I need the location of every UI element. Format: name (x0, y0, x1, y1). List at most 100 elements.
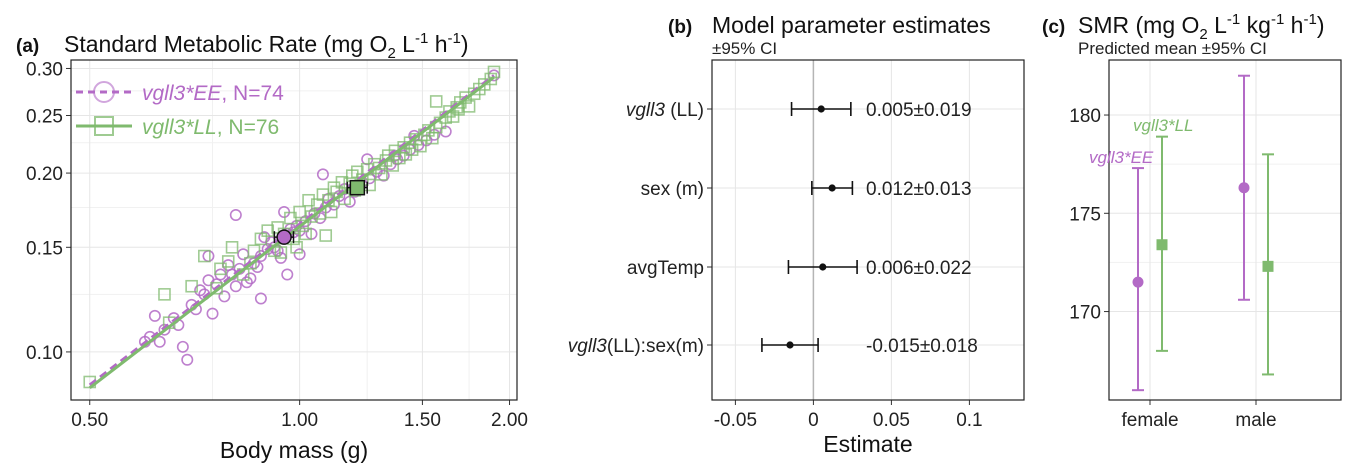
data-point-ll (198, 249, 211, 263)
data-point-ee (194, 284, 207, 297)
mean-point-ll (1156, 239, 1168, 251)
estimate-point (819, 263, 827, 271)
legend-entry-ll: vgll3*LL, N=76 (76, 116, 279, 139)
data-point-ll (290, 241, 303, 254)
data-point-ee (240, 276, 253, 289)
data-point-ll (254, 232, 268, 246)
data-point-ll (244, 256, 257, 270)
data-point-ll (214, 262, 227, 276)
data-point-ee (377, 169, 390, 182)
data-point-ee (293, 248, 306, 261)
x-tick-label: 0.05 (873, 410, 910, 431)
estimate-text: -0.015±0.018 (866, 336, 978, 357)
data-point-ll (459, 91, 472, 104)
data-point-ee (158, 323, 171, 336)
data-point-ll (158, 288, 171, 301)
mean-point-ee (276, 229, 292, 245)
data-point-ll (299, 227, 312, 241)
panel-c-annot-ll: vgll3*LL (1133, 116, 1194, 135)
panel-a: (a) Standard Metabolic Rate (mg O2 L-1 h… (16, 30, 528, 463)
estimate-text: 0.012±0.013 (866, 179, 972, 200)
data-point-ee (229, 280, 242, 293)
y-tick-label: 170 (1069, 303, 1101, 324)
estimate-point (786, 341, 794, 349)
data-point-ee (281, 268, 294, 281)
panel-c-ticks: 170 175 180 female male (1069, 106, 1276, 431)
data-point-ll (302, 193, 315, 207)
data-point-ll (397, 141, 410, 154)
parameter-label: vgll3 (LL) (626, 100, 704, 121)
y-tick-label: 0.15 (26, 238, 63, 259)
estimate-point (828, 184, 836, 192)
legend-ee-marker (93, 81, 115, 103)
mean-point-ll (1262, 260, 1274, 272)
data-point-ee (244, 272, 257, 285)
data-point-ee (316, 168, 329, 181)
y-tick-label: 175 (1069, 204, 1101, 225)
data-point-ll (225, 241, 239, 254)
legend-ll-label: vgll3*LL, N=76 (142, 116, 279, 139)
panel-c-tag: (c) (1042, 17, 1065, 38)
data-point-ll (305, 210, 318, 223)
data-point-ll (375, 168, 388, 181)
panel-c-frame (1108, 59, 1342, 401)
y-tick-label: 0.10 (26, 343, 63, 364)
panel-c-title: SMR (mg O2 L-1 kg-1 h-1) (1078, 11, 1325, 43)
panel-a-title: Standard Metabolic Rate (mg O2 L-1 h-1) (64, 30, 469, 62)
y-tick-label: 0.20 (26, 164, 63, 185)
mean-point-ee (1132, 276, 1144, 288)
panel-c-annot-ee: vgll3*EE (1089, 148, 1154, 167)
category-label-male: male (1235, 410, 1276, 431)
fit-line-ll (88, 76, 495, 390)
x-tick-label: -0.05 (714, 410, 757, 431)
parameter-label-rest: (LL):sex(m) (607, 336, 704, 357)
parameter-label-italic: vgll3 (626, 100, 666, 121)
panel-b-title: Model parameter estimates (712, 12, 991, 38)
legend-ll-marker (94, 116, 114, 136)
panel-a-ticks: 0.50 1.00 1.50 2.00 0.10 0.15 0.20 0.25 0.30 (26, 59, 528, 431)
data-point-ee (153, 335, 166, 348)
legend-entry-ee: vgll3*EE, N=74 (76, 81, 284, 105)
panel-c-subtitle: Predicted mean ±95% CI (1078, 39, 1267, 58)
data-point-ee (229, 209, 242, 222)
panel-a-fit-lines (88, 74, 495, 390)
panel-a-points (83, 65, 501, 389)
panel-c-gridlines (1109, 60, 1341, 400)
panel-b-subtitle: ±95% CI (712, 39, 777, 58)
data-point-ee (148, 309, 161, 322)
parameter-label-italic: vgll3 (568, 336, 608, 357)
category-label-female: female (1121, 410, 1178, 431)
legend-ee-label: vgll3*EE, N=74 (142, 82, 284, 105)
data-point-ll (221, 255, 235, 268)
mean-point-ll (349, 179, 366, 196)
data-point-ll (386, 159, 400, 172)
x-tick-label: 0.50 (71, 410, 108, 431)
data-point-ll (484, 72, 498, 86)
data-point-ll (261, 224, 275, 237)
parameter-label: sex (m) (641, 179, 704, 200)
parameter-label: vgll3(LL):sex(m) (568, 336, 704, 357)
y-tick-label: 0.25 (26, 107, 63, 128)
panel-c: (c) SMR (mg O2 L-1 kg-1 h-1) Predicted m… (1042, 11, 1342, 431)
y-tick-label: 180 (1069, 106, 1101, 127)
data-point-ee (254, 292, 267, 305)
panel-b-xlabel: Estimate (823, 431, 912, 457)
data-point-ee (176, 340, 189, 353)
panel-b-rows: 0.005±0.019 vgll3 (LL) 0.012±0.013 sex (m) 0… (568, 100, 978, 357)
panel-a-legend: vgll3*EE, N=74 vgll3*LL, N=76 (76, 81, 284, 139)
x-tick-label: 1.50 (404, 410, 441, 431)
data-point-ll (293, 205, 306, 219)
panel-a-xlabel: Body mass (g) (220, 437, 368, 463)
data-point-ee (206, 307, 219, 320)
parameter-label-rest: (LL) (665, 100, 704, 121)
data-point-ll (324, 205, 338, 219)
data-point-ll (210, 281, 223, 295)
data-point-ll (319, 229, 333, 242)
x-tick-label: 2.00 (491, 410, 528, 431)
mean-point-ee (1238, 182, 1250, 194)
panel-b-tag: (b) (668, 17, 692, 38)
data-point-ll (429, 95, 443, 108)
data-point-ee (181, 353, 194, 366)
data-point-ee (251, 260, 264, 273)
